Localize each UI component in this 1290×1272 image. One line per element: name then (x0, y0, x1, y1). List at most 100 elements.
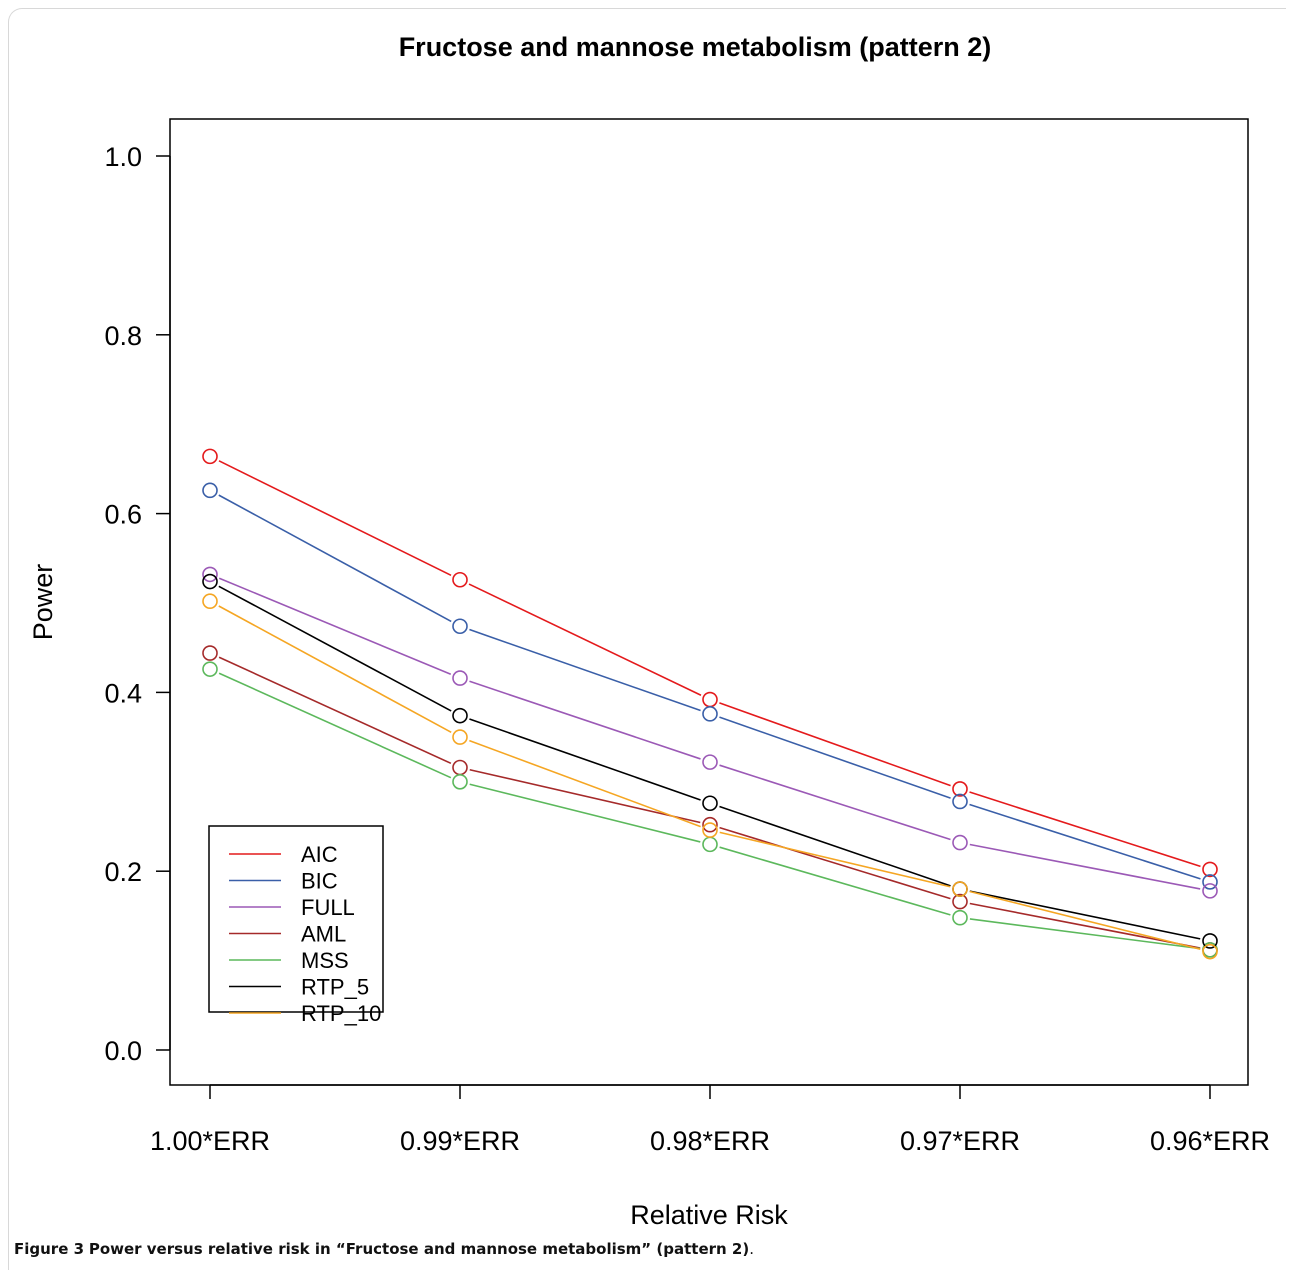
data-point (1202, 933, 1218, 949)
line-chart: Fructose and mannose metabolism (pattern… (28, 32, 1270, 1230)
series-line-segment (719, 831, 951, 888)
data-point (202, 593, 218, 610)
data-point (202, 448, 218, 465)
caption-label: Figure 3 (14, 1240, 85, 1258)
legend-box (208, 825, 384, 1013)
series-line-segment (469, 718, 701, 801)
series-mss (218, 672, 1201, 950)
series-line-segment (719, 702, 951, 787)
data-point (202, 566, 218, 583)
data-point (452, 670, 468, 686)
legend-label: AML (301, 922, 346, 947)
series-line-segment (468, 583, 702, 696)
data-point (702, 836, 718, 853)
x-tick-label: 1.00*ERR (150, 1126, 270, 1156)
data-point (202, 645, 218, 661)
series-aic (218, 460, 1201, 868)
data-point (452, 729, 468, 745)
series-line-segment (969, 803, 1201, 880)
data-point (1202, 943, 1218, 960)
series-rtp-10 (218, 605, 1201, 951)
data-point (452, 759, 468, 776)
data-point (452, 707, 468, 724)
series-line-segment (218, 494, 452, 623)
data-point (1202, 883, 1218, 899)
series-line-segment (969, 843, 1201, 890)
chart-title: Fructose and mannose metabolism (pattern… (399, 32, 992, 62)
data-point (702, 754, 718, 770)
x-tick-label: 0.97*ERR (900, 1126, 1020, 1156)
data-point (952, 781, 968, 797)
data-point (952, 909, 968, 926)
data-point (452, 571, 468, 588)
x-tick-label: 0.96*ERR (1150, 1126, 1270, 1156)
data-point (952, 893, 968, 910)
data-point (952, 881, 968, 897)
series-line-segment (719, 716, 951, 799)
series-points (202, 448, 1218, 960)
series-line-segment (218, 656, 452, 765)
series-line-segment (969, 918, 1201, 950)
data-point (1202, 861, 1218, 878)
y-tick-label: 1.0 (104, 142, 142, 172)
series-line-segment (719, 805, 951, 887)
data-point (952, 793, 968, 810)
legend-label: RTP_10 (301, 1001, 381, 1026)
legend-label: MSS (301, 948, 349, 973)
series-lines (218, 460, 1201, 951)
series-line-segment (719, 826, 951, 900)
y-tick-label: 0.8 (104, 321, 142, 351)
data-point (702, 822, 718, 838)
series-line-segment (969, 902, 1201, 949)
x-axis: 1.00*ERR 0.99*ERR 0.98*ERR 0.97*ERR 0.96*ERR (150, 1084, 1270, 1156)
series-line-segment (469, 739, 701, 828)
series-line-segment (218, 460, 452, 577)
caption-text: Power versus relative risk in “Fructose … (88, 1240, 750, 1258)
data-point (452, 618, 468, 635)
series-line-segment (218, 585, 452, 712)
series-rtp-5 (218, 585, 1201, 940)
legend-label: AIC (301, 842, 338, 867)
y-tick-label: 0.0 (104, 1036, 142, 1066)
series-line-segment (469, 628, 701, 712)
series-line-segment (218, 672, 452, 779)
data-point (202, 573, 218, 590)
figure-caption: Figure 3 Power versus relative risk in “… (14, 1240, 754, 1258)
series-line-segment (218, 577, 452, 676)
series-line-segment (469, 680, 701, 760)
y-tick-label: 0.6 (104, 500, 142, 530)
series-line-segment (969, 890, 1201, 940)
series-aml (218, 656, 1201, 949)
data-point (702, 706, 718, 722)
series-bic (218, 494, 1201, 880)
series-line-segment (469, 768, 701, 824)
data-point (202, 482, 218, 499)
data-point (702, 816, 718, 833)
x-tick-label: 0.99*ERR (400, 1126, 520, 1156)
x-tick-label: 0.98*ERR (650, 1126, 770, 1156)
data-point (952, 834, 968, 851)
series-line-segment (719, 764, 951, 841)
data-point (202, 661, 218, 677)
y-tick-label: 0.4 (104, 678, 142, 708)
data-point (702, 691, 718, 708)
y-axis-label: Power (28, 564, 58, 641)
y-tick-label: 0.2 (104, 857, 142, 887)
series-line-segment (469, 783, 701, 843)
series-line-segment (218, 605, 452, 734)
data-point (1202, 874, 1218, 890)
x-axis-label: Relative Risk (630, 1200, 788, 1230)
legend-label: RTP_5 (301, 975, 369, 1000)
caption-end: . (749, 1240, 754, 1258)
series-full (218, 577, 1201, 890)
y-axis: 0.0 0.2 0.4 0.6 0.8 1.0 (104, 142, 171, 1066)
data-point (452, 773, 468, 790)
legend-label: FULL (301, 895, 355, 920)
data-point (702, 795, 718, 812)
series-line-segment (719, 846, 951, 916)
figure-frame (8, 8, 1286, 1270)
series-line-segment (969, 890, 1201, 951)
legend-label: BIC (301, 869, 338, 894)
series-line-segment (969, 791, 1201, 868)
